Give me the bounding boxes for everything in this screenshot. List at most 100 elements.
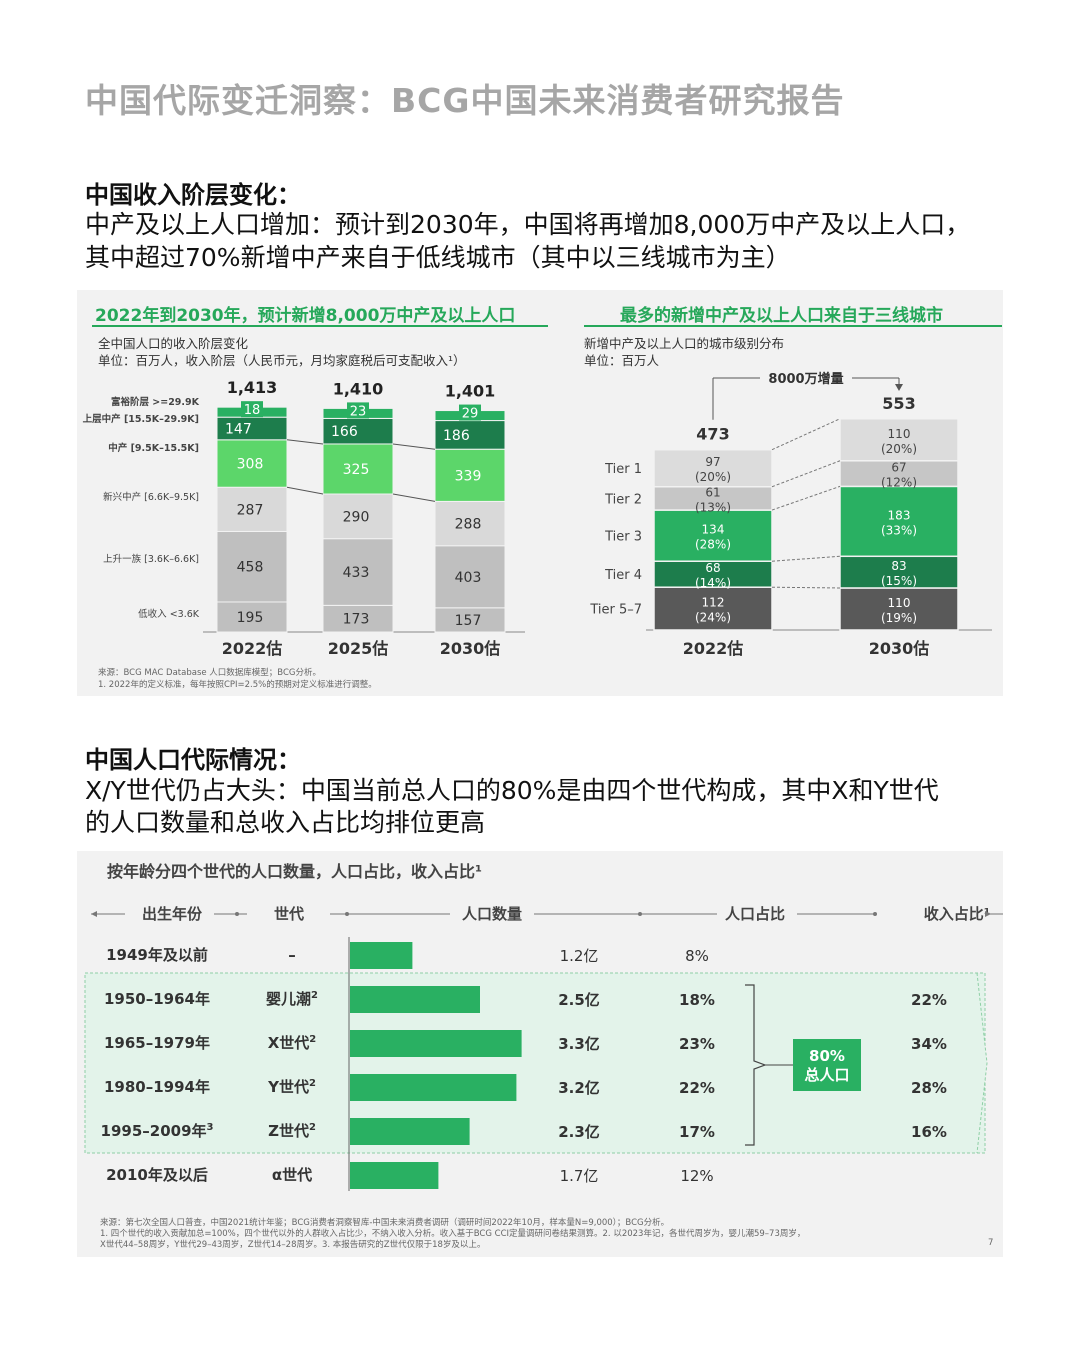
tier-pct-label: (20%) xyxy=(881,442,917,456)
income-tier-label: 富裕阶层 >=29.9K xyxy=(111,396,200,408)
generation-name-label: X世代2 xyxy=(268,1034,317,1052)
income-value-label: 29 xyxy=(462,407,479,422)
income-category-label: 2022估 xyxy=(222,639,283,658)
income-stacked-chart: 195 458 287 308 147 18 1,413 2022估 173 433 290 325 1… xyxy=(83,378,525,658)
population-share: 8% xyxy=(685,947,709,965)
header-dot xyxy=(345,912,349,916)
income-category-label: 2030估 xyxy=(440,639,501,658)
income-value-label: 458 xyxy=(237,560,264,576)
header-dot xyxy=(235,912,239,916)
income-tier-label: 上升一族 [3.6K–6.6K] xyxy=(103,553,199,565)
tier-name-label: Tier 3 xyxy=(604,530,642,545)
income-value-label: 195 xyxy=(237,610,264,626)
tier-name-label: Tier 5–7 xyxy=(589,603,642,618)
tier-value-label: 134 xyxy=(702,523,725,537)
callout-text: 总人口 xyxy=(804,1066,849,1084)
income-top-badge xyxy=(241,401,263,418)
income-connector-line xyxy=(392,443,436,450)
income-total-label: 1,401 xyxy=(445,382,496,401)
tier-bar-segment xyxy=(653,509,773,562)
tier-pct-label: (14%) xyxy=(695,576,731,590)
income-share: 22% xyxy=(911,991,947,1009)
tier-pct-label: (12%) xyxy=(881,476,917,490)
generation-source: 来源：第七次全国人口普查，中国2021统计年鉴；BCG消费者洞察智库-中国未来消… xyxy=(100,1218,670,1228)
tier-bar-segment xyxy=(653,560,773,588)
header-dot xyxy=(638,912,642,916)
population-bar xyxy=(350,1074,517,1101)
income-total-label: 1,410 xyxy=(333,379,384,398)
tier-total-label: 473 xyxy=(696,425,729,444)
tier-value-label: 61 xyxy=(705,485,720,499)
tier-bar-segment xyxy=(839,555,959,589)
population-bar xyxy=(350,986,480,1013)
left-chart-subtitle: 全中国人口的收入阶层变化 xyxy=(98,336,249,351)
income-bar-segment xyxy=(322,417,394,445)
tier-value-label: 183 xyxy=(888,508,911,522)
left-title-underline xyxy=(92,325,548,327)
tier-name-label: Tier 1 xyxy=(604,462,642,477)
tier-pct-label: (24%) xyxy=(695,611,731,625)
income-total-label: 1,413 xyxy=(227,378,278,397)
population-share: 18% xyxy=(679,991,715,1009)
income-bar-segment xyxy=(434,607,506,633)
population-share: 17% xyxy=(679,1123,715,1141)
income-tier-label: 低收入 <3.6K xyxy=(138,608,200,620)
tier-pct-label: (33%) xyxy=(881,523,917,537)
birth-year-label: 1995–2009年3 xyxy=(101,1122,214,1140)
tier-name-label: Tier 4 xyxy=(604,568,642,583)
tier-bar-segment xyxy=(839,587,959,631)
tier-connector-line xyxy=(771,485,841,511)
tier-pct-label: (19%) xyxy=(881,611,917,625)
tier-pct-label: (20%) xyxy=(695,470,731,484)
income-tier-label: 上层中产 [15.5K–29.9K] xyxy=(83,413,199,425)
population-bar xyxy=(350,1162,439,1189)
tier-bar-segment xyxy=(839,418,959,462)
population-bar xyxy=(350,1118,470,1145)
income-value-label: 433 xyxy=(343,565,370,581)
tier-bar-segment xyxy=(839,460,959,488)
tier-pct-label: (28%) xyxy=(695,538,731,552)
header-dot xyxy=(873,912,877,916)
income-bar-segment xyxy=(434,500,506,547)
income-connector-line xyxy=(286,486,324,495)
tier-value-label: 110 xyxy=(888,427,911,441)
right-chart-subtitle: 新增中产及以上人口的城市级别分布 xyxy=(584,336,785,351)
generation-footnote1: 1. 四个世代的收入贡献加总=100%，四个世代以外的人群收入占比少，不纳入收入… xyxy=(100,1229,806,1239)
income-tier-label: 中产 [9.5K–15.5K] xyxy=(108,442,199,454)
generation-name-label: Y世代2 xyxy=(267,1078,316,1096)
generation-chart-title: 按年龄分四个世代的人口数量，人口占比，收入占比¹ xyxy=(107,862,483,881)
section2-heading: 中国人口代际情况： xyxy=(85,746,301,774)
callout-text: 80% xyxy=(809,1047,845,1065)
tier-value-label: 97 xyxy=(705,455,720,469)
page-title: 中国代际变迁洞察：BCG中国未来消费者研究报告 xyxy=(85,81,845,120)
birth-year-label: 1965–1979年 xyxy=(104,1034,210,1052)
tier-value-label: 110 xyxy=(888,596,911,610)
eighty-percent-callout xyxy=(793,1039,861,1091)
income-value-label: 325 xyxy=(343,462,370,478)
income-value-label: 288 xyxy=(455,517,482,533)
right-chart-title: 最多的新增中产及以上人口来自于三线城市 xyxy=(620,306,943,326)
generation-name-label: Z世代2 xyxy=(268,1122,316,1140)
tier-pct-label: (15%) xyxy=(881,574,917,588)
birth-year-label: 1949年及以前 xyxy=(106,946,208,964)
income-category-label: 2025估 xyxy=(328,639,389,658)
tier-stacked-chart: 112(24%)68(14%)134(28%)61(13%)97(20%)473… xyxy=(589,371,992,658)
generation-column-header: 人口数量 xyxy=(462,905,522,923)
income-share: 34% xyxy=(911,1035,947,1053)
population-value: 3.3亿 xyxy=(558,1035,600,1053)
tier-value-label: 83 xyxy=(891,559,906,573)
income-bar-segment xyxy=(434,448,506,502)
section1-line1: 中产及以上人口增加：预计到2030年，中国将再增加8,000万中产及以上人口， xyxy=(85,210,971,239)
tier-value-label: 112 xyxy=(702,596,725,610)
highlight-arrow xyxy=(976,972,988,1154)
income-tier-label: 新兴中产 [6.6K–9.5K] xyxy=(103,491,199,503)
income-source: 来源：BCG MAC Database 人口数据库模型；BCG分析。 xyxy=(98,668,322,678)
population-value: 2.5亿 xyxy=(558,991,600,1009)
income-value-label: 287 xyxy=(237,502,264,518)
generation-column-header: 人口占比 xyxy=(725,905,785,923)
population-share: 12% xyxy=(680,1167,713,1185)
section1-heading: 中国收入阶层变化： xyxy=(85,181,301,209)
income-top-badge xyxy=(459,404,481,421)
population-value: 1.7亿 xyxy=(560,1167,599,1185)
section2-line2: 的人口数量和总收入占比均排位更高 xyxy=(85,808,486,837)
